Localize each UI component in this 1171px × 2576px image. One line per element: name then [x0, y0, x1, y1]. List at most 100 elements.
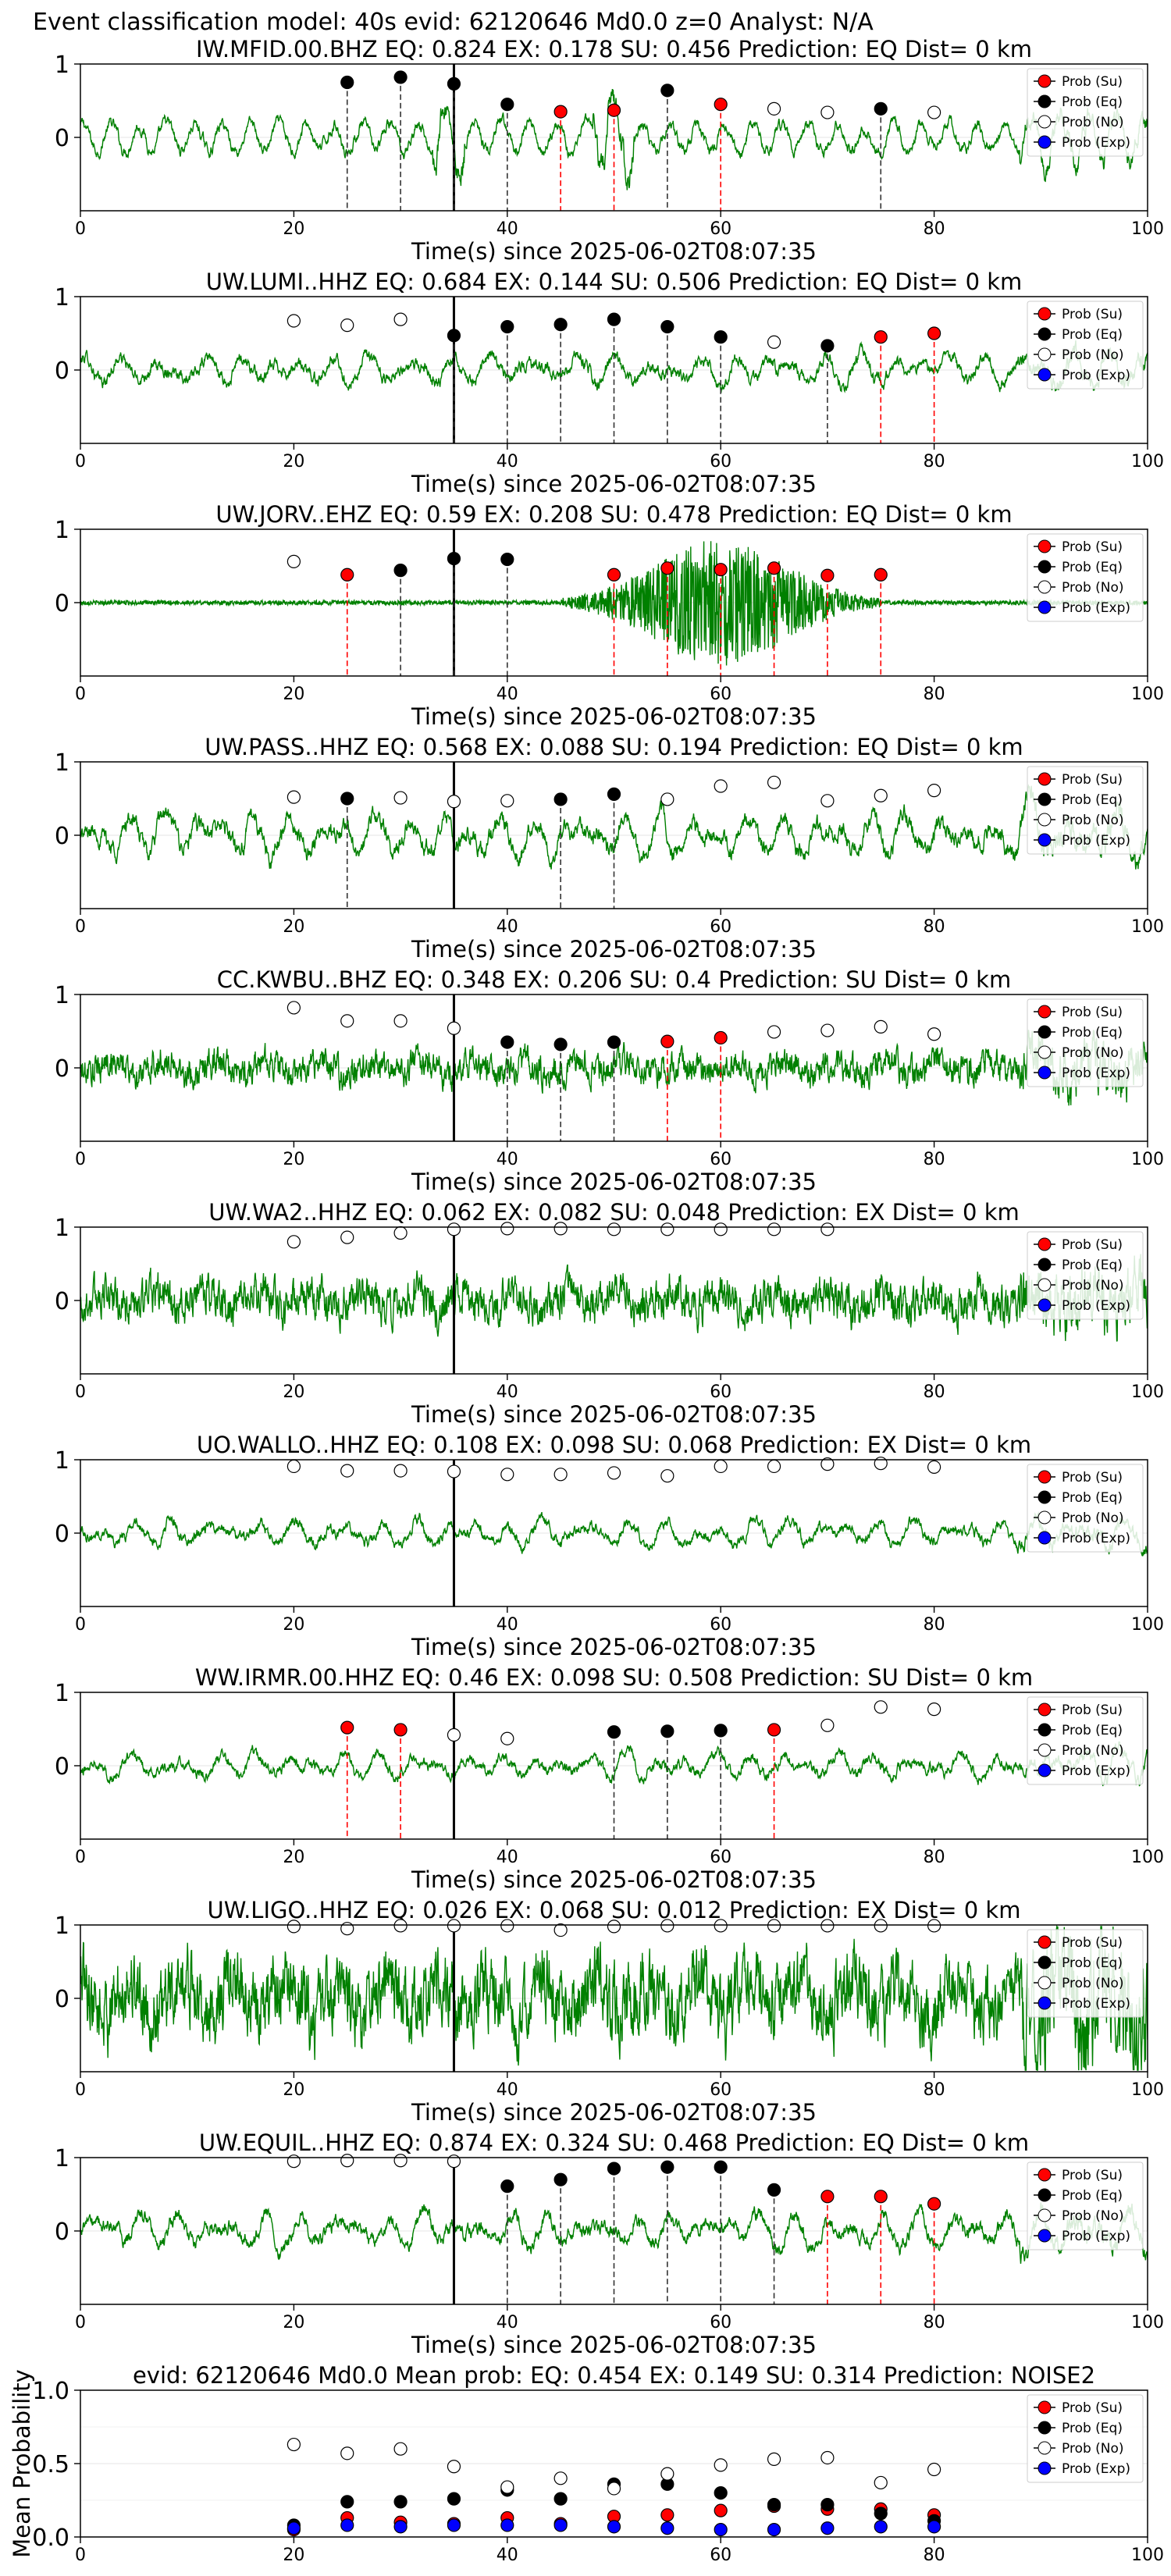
waveform-trace [80, 1925, 1148, 2071]
prob-marker-no-5 [553, 1222, 568, 1236]
prob-marker-no-3 [447, 1464, 461, 1478]
mean-point-s2-9 [767, 2452, 781, 2466]
prob-marker-no-9 [874, 1700, 888, 1714]
prob-marker-no-0 [287, 1235, 301, 1249]
legend-label-3: Prob (Exp) [1062, 368, 1130, 383]
legend-marker-2 [1038, 580, 1052, 594]
legend-marker-1 [1038, 94, 1052, 109]
y-tick-label-1: 1 [55, 1680, 69, 1707]
x-tick-label-3: 60 [710, 1848, 731, 1867]
y-tick-label-1: 1 [55, 52, 69, 79]
prob-marker-eq-7 [660, 319, 674, 334]
prob-marker-su-9 [820, 568, 835, 582]
prob-marker-no-11 [874, 788, 888, 802]
prob-marker-no-4 [500, 1468, 514, 1482]
prob-marker-eq-6 [607, 312, 621, 326]
prob-marker-su-5 [607, 103, 621, 117]
prob-marker-eq-1 [393, 70, 408, 84]
mean-point-s1-5 [553, 2492, 568, 2506]
legend-label-3: Prob (Exp) [1062, 2229, 1130, 2244]
prob-marker-no-3 [500, 1731, 514, 1745]
x-tick-label-1: 20 [283, 685, 304, 704]
legend-label-0: Prob (Su) [1062, 539, 1123, 555]
prob-marker-eq-8 [714, 2160, 728, 2174]
waveform-trace [80, 541, 1148, 666]
figure-suptitle: Event classification model: 40s evid: 62… [33, 9, 874, 36]
legend-marker-3 [1038, 2229, 1052, 2243]
prob-marker-eq-6 [607, 2161, 621, 2176]
prob-marker-su-7 [660, 1034, 674, 1048]
mean-point-s2-6 [607, 2482, 621, 2496]
x-tick-label-5: 100 [1131, 1848, 1164, 1867]
prob-marker-eq-5 [660, 1724, 674, 1738]
x-tick-label-5: 100 [1131, 452, 1164, 471]
y-tick-label-0: 0 [55, 125, 69, 152]
prob-marker-no-3 [447, 1222, 461, 1236]
legend-marker-3 [1038, 600, 1052, 614]
y-tick-label-1: 1 [55, 1215, 69, 1242]
prob-marker-su-1 [393, 1723, 408, 1737]
prob-marker-no-12 [927, 1460, 941, 1475]
mean-point-s3-8 [714, 2523, 728, 2537]
x-tick-label-0: 0 [75, 1615, 86, 1635]
mean-point-s1-2 [393, 2495, 408, 2509]
x-tick-label-3: 60 [710, 917, 731, 937]
legend-label-0: Prob (Su) [1062, 1470, 1123, 1485]
y-tick-label-1: 1 [55, 982, 69, 1009]
waveform-trace [80, 340, 1148, 393]
x-tick-label-0: 0 [75, 2546, 86, 2565]
legend-marker-1 [1038, 1723, 1052, 1737]
legend-label-2: Prob (No) [1062, 2441, 1124, 2457]
x-tick-label-4: 80 [924, 1848, 945, 1867]
prob-marker-no-6 [607, 1222, 621, 1236]
prob-marker-su-10 [820, 2190, 835, 2204]
x-tick-label-1: 20 [283, 917, 304, 937]
x-tick-label-3: 60 [710, 2546, 731, 2565]
mean-point-s3-2 [393, 2520, 408, 2534]
legend-label-1: Prob (Eq) [1062, 560, 1123, 575]
x-axis-label: Time(s) since 2025-06-02T08:07:35 [411, 1866, 817, 1893]
y-axis-label: Mean Probability [9, 2369, 35, 2558]
mean-point-s2-3 [447, 2460, 461, 2474]
panel-title: UW.LUMI..HHZ EQ: 0.684 EX: 0.144 SU: 0.5… [206, 269, 1023, 295]
legend-marker-2 [1038, 813, 1052, 827]
panel-2: UW.JORV..EHZ EQ: 0.59 EX: 0.208 SU: 0.47… [55, 501, 1164, 730]
x-tick-label-5: 100 [1131, 685, 1164, 704]
prob-marker-no-8 [714, 1222, 728, 1236]
legend-marker-2 [1038, 1743, 1052, 1757]
x-tick-label-5: 100 [1131, 2546, 1164, 2565]
prob-marker-su-8 [714, 1030, 728, 1045]
x-tick-label-2: 40 [497, 2546, 518, 2565]
x-tick-label-0: 0 [75, 1150, 86, 1169]
prob-marker-no-8 [714, 1459, 728, 1474]
legend-box [1027, 1464, 1144, 1553]
x-tick-label-4: 80 [924, 452, 945, 471]
panel-title: UW.PASS..HHZ EQ: 0.568 EX: 0.088 SU: 0.1… [205, 734, 1023, 760]
x-tick-label-2: 40 [497, 452, 518, 471]
prob-marker-su-7 [714, 98, 728, 112]
y-tick-label-1: 1 [55, 2145, 69, 2172]
panel-title: IW.MFID.00.BHZ EQ: 0.824 EX: 0.178 SU: 0… [196, 36, 1032, 62]
legend-label-3: Prob (Exp) [1062, 1531, 1130, 1546]
mean-point-s3-5 [553, 2518, 568, 2532]
mean-point-s2-4 [500, 2480, 514, 2494]
legend-marker-2 [1038, 1976, 1052, 1990]
mean-point-s1-3 [447, 2492, 461, 2506]
legend-label-2: Prob (No) [1062, 115, 1124, 130]
legend-marker-0 [1038, 2168, 1052, 2182]
panel-3: UW.PASS..HHZ EQ: 0.568 EX: 0.088 SU: 0.1… [55, 734, 1164, 962]
x-tick-label-5: 100 [1131, 2313, 1164, 2332]
panel-title: UO.WALLO..HHZ EQ: 0.108 EX: 0.098 SU: 0.… [197, 1432, 1031, 1458]
prob-marker-su-12 [927, 326, 941, 340]
prob-marker-su-7 [714, 563, 728, 577]
legend-marker-1 [1038, 1490, 1052, 1504]
legend-label-3: Prob (Exp) [1062, 2461, 1130, 2477]
x-tick-label-0: 0 [75, 2080, 86, 2100]
prob-marker-eq-3 [447, 551, 461, 566]
mean-point-s3-4 [500, 2518, 514, 2532]
panels: IW.MFID.00.BHZ EQ: 0.824 EX: 0.178 SU: 0… [9, 36, 1164, 2565]
prob-marker-no-1 [340, 1230, 354, 1244]
panel-6: UO.WALLO..HHZ EQ: 0.108 EX: 0.098 SU: 0.… [55, 1432, 1164, 1660]
y-tick-label-2: 1.0 [32, 2378, 69, 2405]
prob-marker-eq-6 [660, 84, 674, 98]
